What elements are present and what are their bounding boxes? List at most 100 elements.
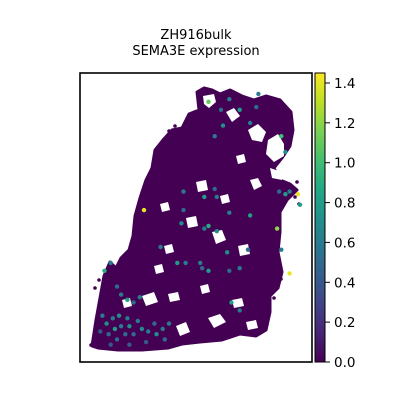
expression-spot [137, 295, 142, 300]
expression-spot [131, 300, 136, 305]
expression-spot [108, 342, 113, 347]
expression-spot [227, 210, 232, 215]
expression-spot [114, 284, 120, 289]
colorbar-tick-label: 0.0 [334, 355, 355, 371]
outlier-spot [293, 195, 297, 199]
expression-spot [218, 107, 224, 113]
expression-spot [106, 332, 111, 337]
expression-spot [212, 186, 217, 192]
expression-spot [135, 318, 140, 324]
tissue-hole [160, 202, 170, 212]
tissue-hole [266, 134, 284, 162]
expression-spot [154, 332, 159, 337]
expression-spot [237, 107, 242, 113]
expression-spot [127, 342, 132, 347]
colorbar-tick-label: 0.2 [334, 315, 355, 331]
expression-spot [114, 337, 120, 342]
tissue-holes [122, 94, 284, 336]
expression-spot [98, 329, 103, 334]
outlier-spot [295, 180, 299, 184]
expression-spot [214, 194, 219, 200]
expression-spot [125, 297, 130, 302]
expression-spot [297, 202, 303, 207]
expression-spot [212, 134, 217, 139]
chart-title-line-1: ZH916bulk [160, 28, 232, 43]
expression-spot [181, 207, 186, 213]
tissue-hole [122, 298, 132, 308]
expression-spot [256, 91, 261, 97]
expression-spot [247, 120, 253, 126]
expression-spot [202, 194, 207, 200]
expression-spots [98, 91, 303, 347]
expression-spot [179, 221, 184, 226]
expression-spot [295, 192, 301, 197]
chart-title-line-2: SEMA3E expression [132, 44, 259, 59]
expression-spot [141, 207, 147, 213]
outlier-spot [97, 278, 101, 282]
tissue-hole [186, 216, 198, 228]
expression-spot [279, 134, 284, 139]
expression-spot [139, 326, 145, 332]
tissue-hole [168, 292, 180, 302]
colorbar-ticks: 0.0 0.2 0.4 0.6 0.8 1.0 1.2 1.4 [325, 76, 355, 371]
tissue-hole [236, 154, 246, 164]
expression-spot [220, 123, 226, 128]
expression-spot [183, 260, 188, 266]
expression-spot [200, 266, 205, 271]
expression-spot [229, 300, 234, 305]
tissue-hole [200, 284, 210, 294]
expression-spot [116, 313, 122, 318]
tissue-hole [196, 180, 208, 192]
colorbar-tick-label: 0.8 [334, 196, 355, 212]
outlier-spot [167, 129, 171, 133]
expression-spot [175, 260, 180, 266]
outlier-spot [173, 124, 177, 128]
tissue-hole [238, 244, 250, 256]
expression-spot [143, 339, 149, 345]
expression-spot [125, 316, 130, 321]
tissue-hole [212, 230, 226, 244]
expression-spot [254, 104, 259, 110]
expression-spot [214, 229, 219, 234]
expression-spot [206, 223, 211, 229]
tissue-hole [154, 264, 164, 274]
expression-spot [198, 260, 203, 266]
expression-spot [287, 271, 292, 276]
expression-spot [225, 250, 230, 255]
tissue-hole [250, 178, 262, 190]
expression-spot [160, 326, 165, 332]
expression-spot [166, 321, 172, 326]
tissue-hole [176, 322, 190, 336]
colorbar-tick-label: 0.4 [334, 275, 355, 291]
expression-spot [245, 247, 251, 252]
expression-spot [146, 329, 151, 334]
expression-spot [100, 313, 105, 318]
expression-spot [237, 266, 242, 271]
expression-spot [237, 308, 242, 313]
colorbar-tick-label: 1.0 [334, 156, 355, 172]
tissue-hole [220, 194, 230, 204]
expression-spot [283, 149, 288, 155]
tissue-hole [164, 244, 174, 254]
expression-spot [127, 324, 132, 329]
expression-spot [206, 99, 211, 105]
plot-frame [79, 72, 313, 363]
expression-spot [277, 189, 282, 194]
outlier-spot [279, 277, 283, 281]
expression-spot [110, 316, 116, 321]
expression-spot [158, 244, 163, 250]
expression-spot [108, 260, 113, 266]
tissue-hole [270, 168, 282, 180]
outlier-spot [89, 343, 93, 347]
expression-spot [104, 321, 109, 326]
expression-spot [206, 268, 211, 273]
expression-spot [152, 321, 157, 326]
expression-spot [118, 324, 124, 329]
expression-spot [227, 268, 232, 273]
expression-spot [247, 213, 253, 218]
tissue-hole [246, 320, 258, 330]
colorbar-tick-label: 1.2 [334, 116, 355, 132]
colorbar [314, 72, 326, 363]
expression-spot [283, 192, 288, 197]
